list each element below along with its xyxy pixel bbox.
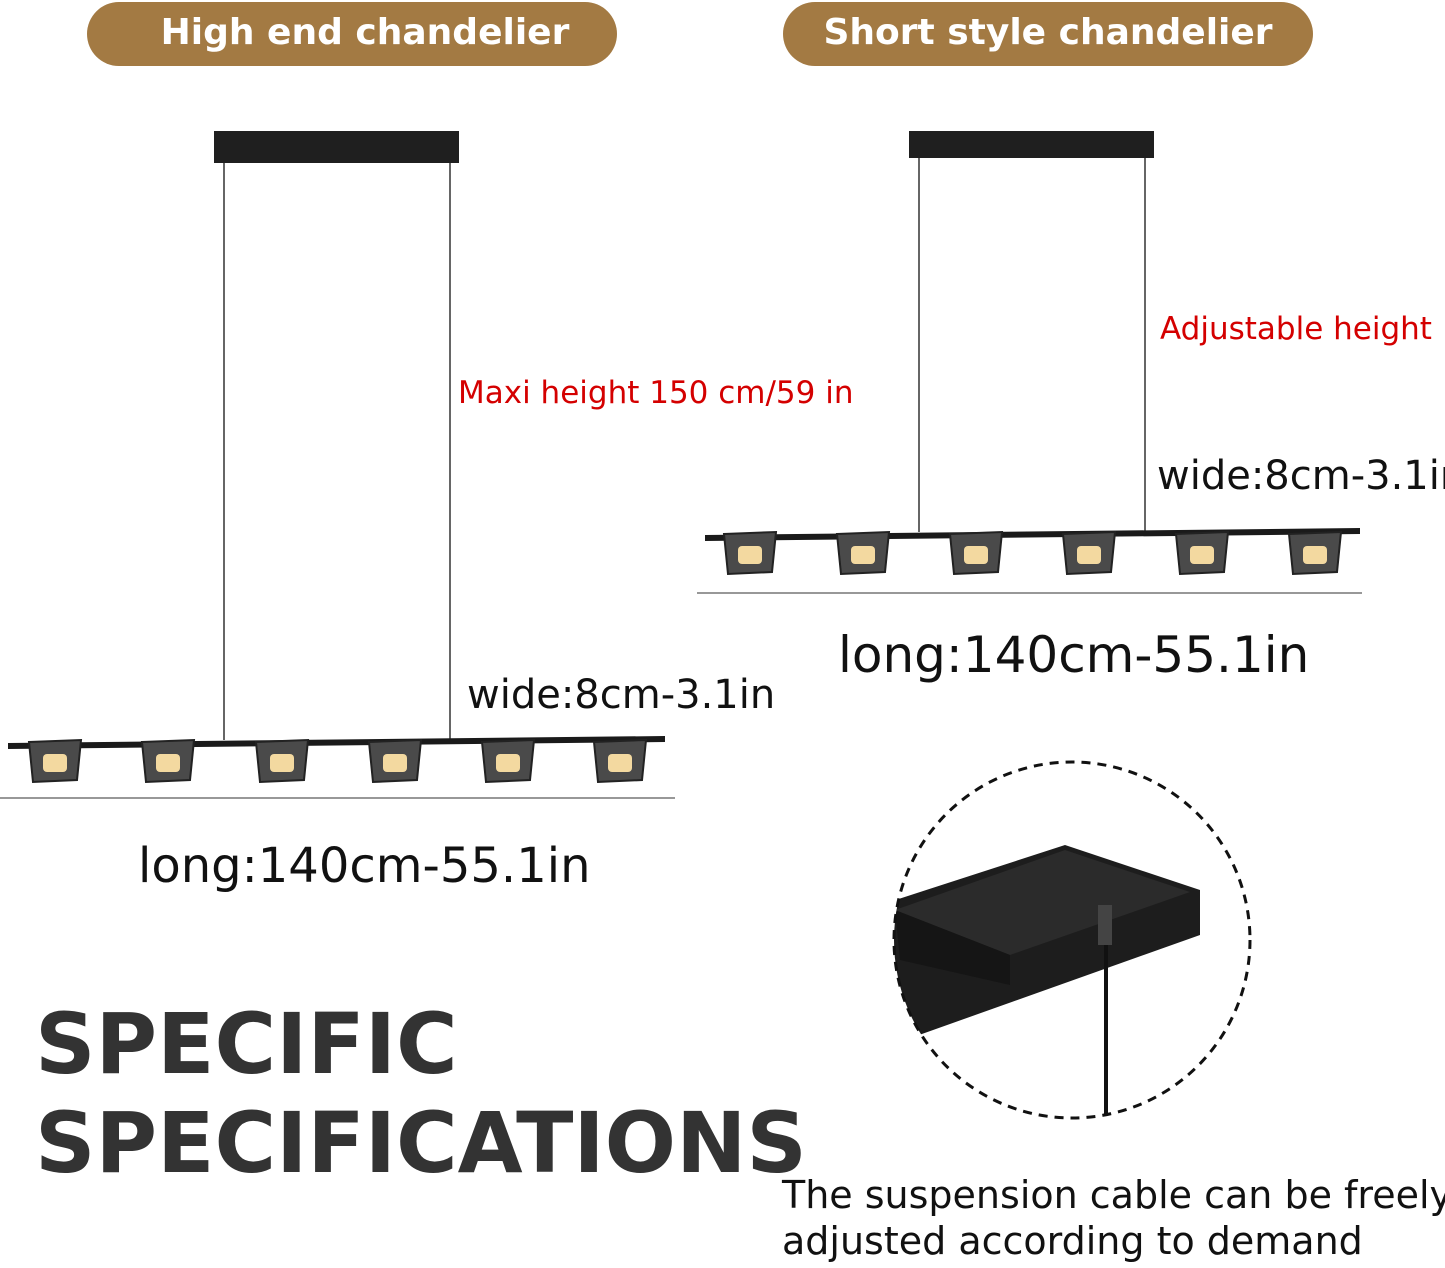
wide-label: wide:8cm-3.1in <box>467 672 775 718</box>
bulb <box>851 546 875 564</box>
badge-text: Short style chandelier <box>823 12 1272 53</box>
chandelier <box>0 131 675 799</box>
caption-line: adjusted according to demand <box>782 1219 1363 1263</box>
title-line: SPECIFICATIONS <box>35 1094 807 1192</box>
bulb <box>738 546 762 564</box>
canopy <box>909 131 1154 158</box>
long-label: long:140cm-55.1in <box>138 838 590 894</box>
title-line: SPECIFIC <box>35 995 458 1093</box>
bulb <box>156 754 180 772</box>
bulb <box>496 754 520 772</box>
bar <box>8 736 665 749</box>
bulb <box>1077 546 1101 564</box>
height-label: Adjustable height <box>1160 311 1432 347</box>
bulb <box>270 754 294 772</box>
bar <box>705 528 1360 541</box>
caption-line: The suspension cable can be freely <box>781 1173 1445 1217</box>
long-label: long:140cm-55.1in <box>838 626 1309 684</box>
badge <box>87 2 617 66</box>
height-label: Maxi height 150 cm/59 in <box>458 375 854 411</box>
bulb <box>1190 546 1214 564</box>
bulb <box>964 546 988 564</box>
bulb <box>608 754 632 772</box>
bulb <box>1303 546 1327 564</box>
bulb <box>383 754 407 772</box>
canopy <box>214 131 459 163</box>
bulb <box>43 754 67 772</box>
badge-text: High end chandelier <box>161 12 570 53</box>
badge <box>783 2 1313 66</box>
detail-view <box>892 760 1252 1120</box>
chandelier <box>697 131 1362 594</box>
wide-label: wide:8cm-3.1in <box>1157 453 1445 499</box>
